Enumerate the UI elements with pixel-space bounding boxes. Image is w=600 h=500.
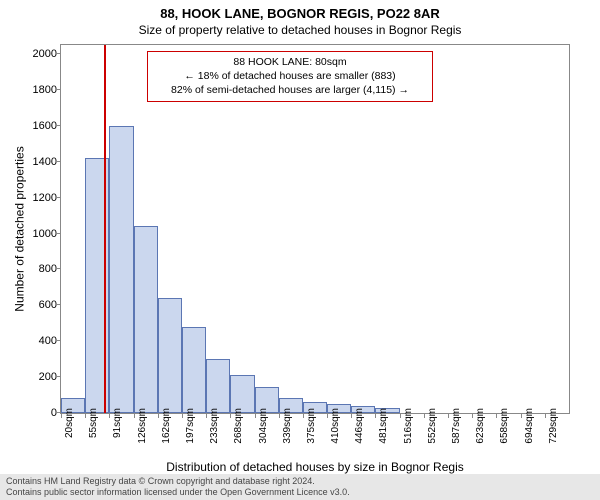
x-tick-label: 233sqm xyxy=(209,408,220,444)
x-tick-label: 410sqm xyxy=(330,408,341,444)
y-tick-mark xyxy=(56,197,61,198)
x-tick-label: 446sqm xyxy=(354,408,365,444)
footer-line1: Contains HM Land Registry data © Crown c… xyxy=(6,476,594,487)
x-tick-mark xyxy=(375,413,376,418)
y-tick-label: 200 xyxy=(27,371,57,383)
x-tick-mark xyxy=(279,413,280,418)
x-tick-label: 339sqm xyxy=(282,408,293,444)
x-tick-mark xyxy=(85,413,86,418)
histogram-bar xyxy=(206,359,230,413)
annotation-line3: 82% of semi-detached houses are larger (… xyxy=(154,83,426,97)
x-tick-mark xyxy=(255,413,256,418)
x-tick-label: 729sqm xyxy=(548,408,559,444)
x-tick-mark xyxy=(351,413,352,418)
plot-outer: 020040060080010001200140016001800200020s… xyxy=(60,44,570,414)
y-tick-label: 1600 xyxy=(27,120,57,132)
x-tick-label: 587sqm xyxy=(451,408,462,444)
y-tick-mark xyxy=(56,233,61,234)
y-tick-mark xyxy=(56,268,61,269)
x-axis-label: Distribution of detached houses by size … xyxy=(60,460,570,474)
annotation-box: 88 HOOK LANE: 80sqm← 18% of detached hou… xyxy=(147,51,433,102)
x-tick-mark xyxy=(303,413,304,418)
chart-title: 88, HOOK LANE, BOGNOR REGIS, PO22 8AR xyxy=(0,0,600,23)
y-tick-mark xyxy=(56,89,61,90)
y-tick-mark xyxy=(56,376,61,377)
y-tick-label: 1000 xyxy=(27,228,57,240)
x-tick-label: 552sqm xyxy=(427,408,438,444)
x-tick-mark xyxy=(448,413,449,418)
chart-container: 88, HOOK LANE, BOGNOR REGIS, PO22 8AR Si… xyxy=(0,0,600,500)
property-marker-line xyxy=(104,45,106,413)
chart-subtitle: Size of property relative to detached ho… xyxy=(0,23,600,41)
x-tick-mark xyxy=(545,413,546,418)
x-tick-mark xyxy=(109,413,110,418)
y-tick-mark xyxy=(56,125,61,126)
y-tick-mark xyxy=(56,304,61,305)
y-tick-mark xyxy=(56,161,61,162)
x-tick-label: 268sqm xyxy=(233,408,244,444)
x-tick-mark xyxy=(400,413,401,418)
y-tick-label: 800 xyxy=(27,263,57,275)
y-tick-mark xyxy=(56,340,61,341)
x-tick-label: 694sqm xyxy=(524,408,535,444)
histogram-bar xyxy=(134,226,158,413)
x-tick-mark xyxy=(472,413,473,418)
y-tick-label: 1200 xyxy=(27,192,57,204)
plot-area: 020040060080010001200140016001800200020s… xyxy=(60,44,570,414)
footer-line2: Contains public sector information licen… xyxy=(6,487,594,498)
x-tick-label: 126sqm xyxy=(137,408,148,444)
y-tick-label: 400 xyxy=(27,335,57,347)
footer: Contains HM Land Registry data © Crown c… xyxy=(0,474,600,500)
x-tick-mark xyxy=(424,413,425,418)
y-tick-label: 1400 xyxy=(27,156,57,168)
y-tick-label: 2000 xyxy=(27,48,57,60)
x-tick-label: 20sqm xyxy=(64,408,75,438)
annotation-line1: 88 HOOK LANE: 80sqm xyxy=(154,55,426,69)
histogram-bar xyxy=(158,298,182,413)
x-tick-label: 55sqm xyxy=(88,408,99,438)
x-tick-mark xyxy=(61,413,62,418)
y-axis-label: Number of detached properties xyxy=(12,44,28,414)
x-tick-label: 623sqm xyxy=(475,408,486,444)
histogram-bar xyxy=(182,327,206,413)
x-tick-mark xyxy=(327,413,328,418)
x-tick-label: 304sqm xyxy=(258,408,269,444)
x-tick-mark xyxy=(206,413,207,418)
x-tick-mark xyxy=(158,413,159,418)
x-tick-label: 162sqm xyxy=(161,408,172,444)
y-tick-label: 1800 xyxy=(27,84,57,96)
x-tick-label: 658sqm xyxy=(499,408,510,444)
histogram-bar xyxy=(109,126,133,413)
x-tick-mark xyxy=(521,413,522,418)
x-tick-label: 375sqm xyxy=(306,408,317,444)
x-tick-label: 197sqm xyxy=(185,408,196,444)
x-tick-mark xyxy=(182,413,183,418)
y-tick-label: 600 xyxy=(27,299,57,311)
y-tick-mark xyxy=(56,53,61,54)
y-tick-label: 0 xyxy=(27,407,57,419)
x-tick-label: 481sqm xyxy=(378,408,389,444)
x-tick-label: 91sqm xyxy=(112,408,123,438)
x-tick-mark xyxy=(230,413,231,418)
x-tick-label: 516sqm xyxy=(403,408,414,444)
annotation-line2: ← 18% of detached houses are smaller (88… xyxy=(154,69,426,83)
x-tick-mark xyxy=(496,413,497,418)
x-tick-mark xyxy=(134,413,135,418)
